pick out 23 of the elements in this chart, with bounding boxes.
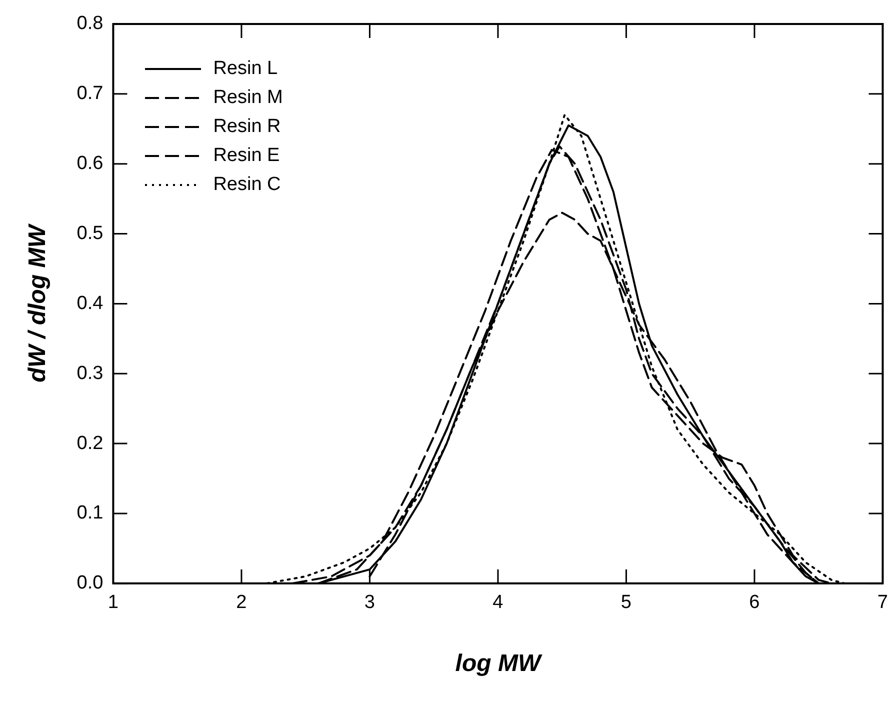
x-tick-label: 7 xyxy=(877,592,888,614)
y-tick-label: 0.6 xyxy=(76,153,104,174)
legend-label: Resin L xyxy=(213,58,278,80)
y-tick-label: 0.5 xyxy=(76,223,104,244)
x-tick-label: 6 xyxy=(749,592,760,614)
legend-label: Resin E xyxy=(213,144,280,166)
y-tick-label: 0.8 xyxy=(76,13,104,34)
legend-label: Resin M xyxy=(213,86,283,108)
legend-label: Resin R xyxy=(213,116,281,138)
y-tick-label: 0.7 xyxy=(76,83,104,104)
x-tick-label: 2 xyxy=(236,592,247,614)
x-tick-label: 1 xyxy=(108,592,118,614)
y-tick-label: 0.1 xyxy=(76,502,104,524)
x-axis-title: log MW xyxy=(455,650,543,678)
x-tick-label: 4 xyxy=(492,592,504,614)
y-axis-title: dW / dlog MW xyxy=(24,222,52,382)
y-tick-label: 0.2 xyxy=(76,432,104,454)
legend-label: Resin C xyxy=(213,174,281,196)
x-tick-label: 5 xyxy=(620,592,632,614)
x-tick-label: 3 xyxy=(364,592,376,614)
y-tick-label: 0.0 xyxy=(76,572,104,594)
y-tick-label: 0.4 xyxy=(76,292,104,314)
y-tick-label: 0.3 xyxy=(76,362,104,384)
